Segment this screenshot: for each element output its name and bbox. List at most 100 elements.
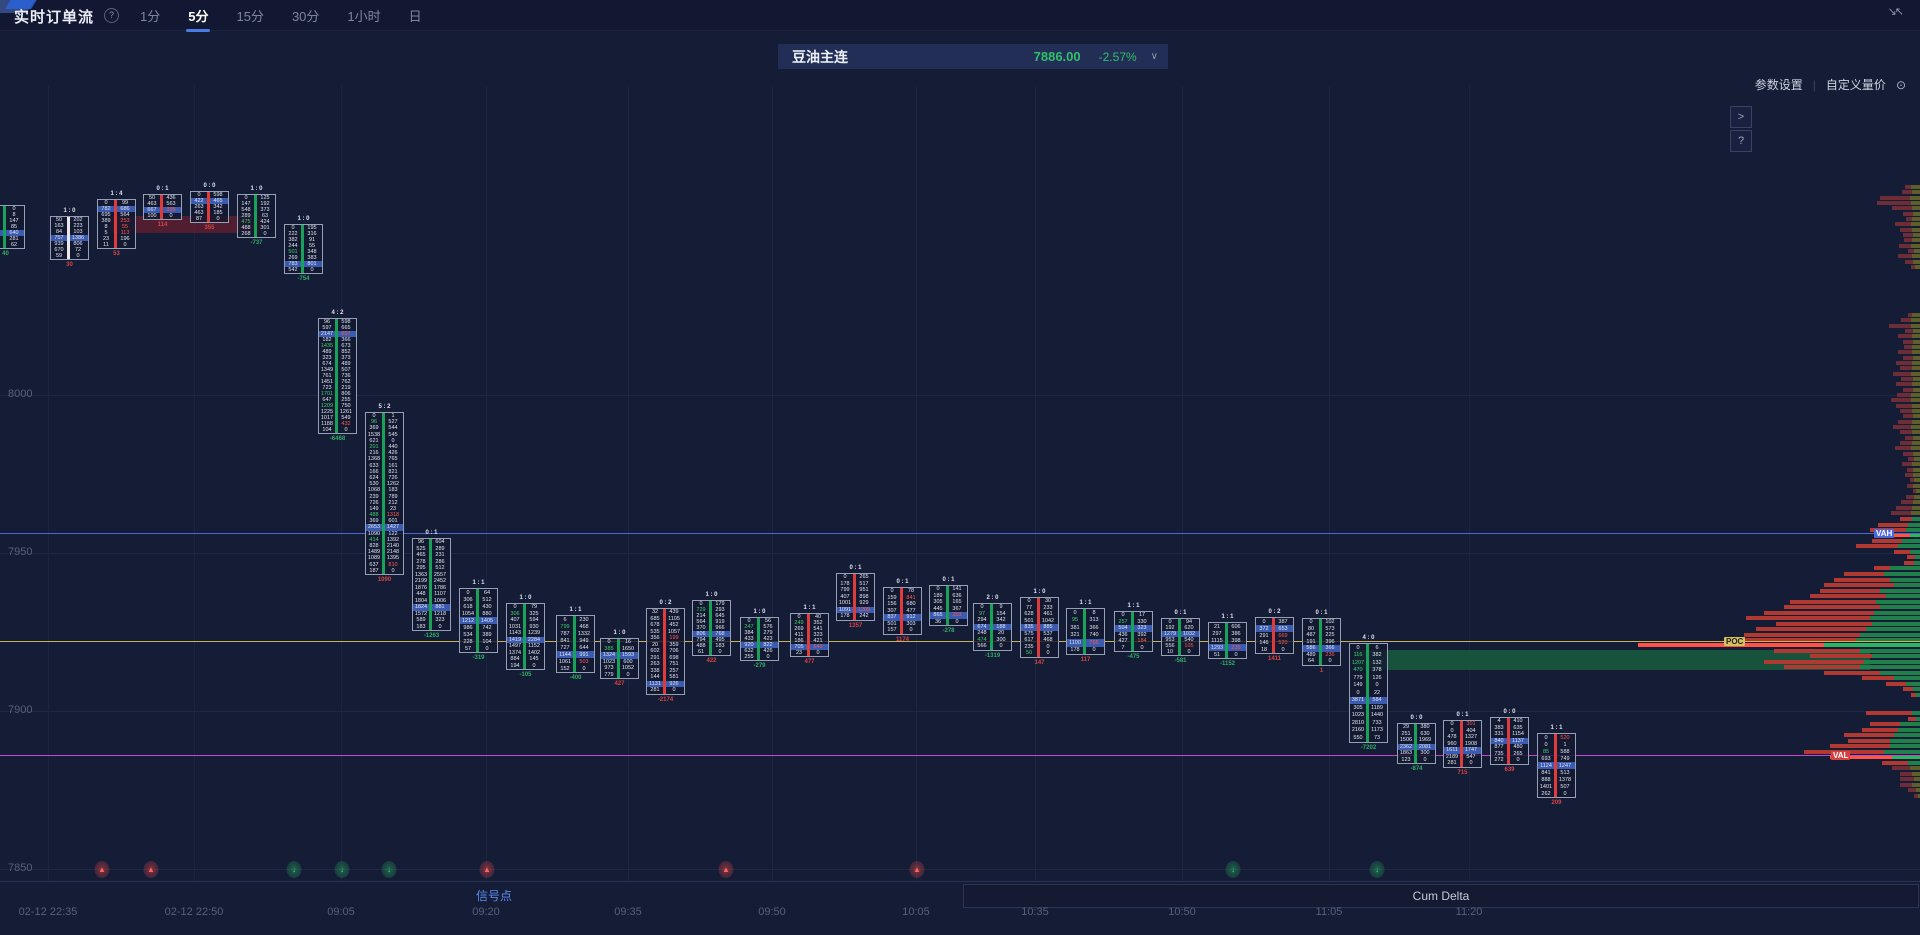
signal-pane-label[interactable]: 信号点 xyxy=(475,889,513,903)
volume-profile-row xyxy=(1891,511,1920,515)
ask-volume: 1032 xyxy=(1182,631,1196,637)
price-row: 96 598 xyxy=(319,319,356,325)
price-row: 369 601 xyxy=(366,518,403,525)
price-row: 166 821 xyxy=(366,468,403,475)
cum-delta-pane[interactable]: Cum Delta xyxy=(963,884,1919,908)
ask-volume: 352 xyxy=(813,620,823,626)
price-row: 189 636 xyxy=(930,592,967,599)
cluster-ratio: 1 : 0 xyxy=(613,630,626,636)
volume-profile-row xyxy=(1862,728,1920,732)
candle-body xyxy=(1178,619,1181,625)
chevron-down-icon[interactable]: ∨ xyxy=(1150,51,1158,62)
instrument-change: -2.57% xyxy=(1098,49,1137,64)
val-line[interactable] xyxy=(0,755,1920,756)
price-row: 478 1327 xyxy=(1444,734,1481,741)
expand-panel-button[interactable]: > xyxy=(1730,106,1752,128)
ask-volume: 366 xyxy=(1089,624,1099,631)
settings-button[interactable]: 参数设置 xyxy=(1754,78,1803,92)
profile-sell-bar xyxy=(1898,420,1912,424)
price-row: 1017 549 xyxy=(319,415,356,421)
price-row: 389 253 xyxy=(98,218,135,224)
profile-buy-bar xyxy=(1906,528,1920,532)
bid-volume: 51 xyxy=(1213,651,1221,658)
price-row: 269 541 xyxy=(791,626,828,632)
ask-volume: 383 xyxy=(307,255,317,261)
candle-body xyxy=(1366,696,1369,704)
candle-body xyxy=(853,593,856,600)
bid-volume: 806 xyxy=(696,631,706,637)
profile-buy-bar xyxy=(1912,420,1920,424)
candle-body xyxy=(1083,609,1086,617)
cluster-delta: -1152 xyxy=(1219,661,1235,667)
tab-1min[interactable]: 1分 xyxy=(140,8,161,24)
volume-profile-row xyxy=(1901,500,1920,504)
bid-volume: 192 xyxy=(1165,625,1175,631)
profile-sell-bar xyxy=(1820,589,1880,593)
tab-15min[interactable]: 15分 xyxy=(236,8,264,24)
price-row: 178 0 xyxy=(1067,646,1104,654)
volume-profile-row xyxy=(1744,633,1920,637)
instrument-selector[interactable]: 豆油主连 7886.00 -2.57% ∨ xyxy=(778,44,1168,69)
bid-volume: 331 xyxy=(1494,731,1504,738)
help-icon[interactable]: ? xyxy=(104,8,119,23)
ask-volume: 1327 xyxy=(1464,734,1478,741)
ask-volume: 507 xyxy=(341,367,351,373)
price-row: 268 0 xyxy=(238,231,275,237)
candle-body xyxy=(900,601,903,608)
profile-buy-bar xyxy=(1913,356,1920,360)
profile-buy-bar xyxy=(1914,561,1920,565)
vah-line[interactable] xyxy=(0,533,1920,534)
collapse-icon[interactable]: ↘↖ xyxy=(1887,6,1905,18)
price-row: 1451 762 xyxy=(319,379,356,385)
ask-volume: 822 xyxy=(763,642,773,648)
ask-volume: 669 xyxy=(1278,632,1288,639)
ask-volume: 154 xyxy=(996,610,1006,617)
bid-volume: 693 xyxy=(1541,755,1551,762)
bid-volume: 0 xyxy=(1168,619,1172,625)
profile-buy-bar xyxy=(1898,544,1920,548)
price-row: 888 1378 xyxy=(1538,776,1575,783)
price-row: 960 1908 xyxy=(1444,740,1481,747)
ask-volume: 576 xyxy=(763,624,773,630)
time-label: 02-12 22:35 xyxy=(18,906,78,918)
ask-volume: 0 xyxy=(1234,651,1238,658)
candle-body xyxy=(853,606,856,613)
footprint-cluster-11: 1 : 1 0 64 306 512 618 430 1054 880 1212 1405 986 74… xyxy=(459,580,498,661)
candle-body xyxy=(617,645,620,652)
profile-sell-bar xyxy=(1900,777,1914,781)
bid-volume: 281 xyxy=(1447,760,1457,767)
toolbar-divider: | xyxy=(1812,77,1816,92)
v-gridline xyxy=(628,86,629,881)
custom-volume-price-button[interactable]: 自定义量价 xyxy=(1825,78,1886,92)
tab-1hour[interactable]: 1小时 xyxy=(347,8,381,24)
profile-buy-bar xyxy=(1911,372,1920,376)
panel-help-button[interactable]: ? xyxy=(1730,130,1752,152)
ask-volume: 1969 xyxy=(1418,737,1432,744)
ask-volume: 398 xyxy=(1231,637,1241,644)
ask-volume: 680 xyxy=(906,601,916,608)
candle-body xyxy=(254,225,257,231)
cluster-ratio: 1 : 0 xyxy=(63,208,76,214)
target-icon[interactable]: ⊙ xyxy=(1895,77,1906,92)
bid-volume: 187 xyxy=(369,567,379,574)
cluster-ratio: 5 : 2 xyxy=(378,404,391,410)
volume-profile-row xyxy=(1872,539,1920,543)
tab-30min[interactable]: 30分 xyxy=(291,8,320,24)
poc-line[interactable] xyxy=(0,641,1920,642)
profile-sell-bar xyxy=(1900,366,1912,370)
cluster-ratio: 0 : 1 xyxy=(896,579,909,585)
tab-5min[interactable]: 5分 xyxy=(186,2,211,32)
volume-profile-row xyxy=(1895,222,1920,226)
profile-buy-bar xyxy=(1912,783,1920,787)
ask-volume: 1218 xyxy=(433,610,447,617)
price-row: 29 380 xyxy=(1398,724,1435,731)
price-row: 729 293 xyxy=(693,607,730,613)
candle-body xyxy=(382,474,385,482)
price-row: 0 64 xyxy=(460,589,497,596)
price-row: 489 236 xyxy=(1303,651,1340,658)
tab-day[interactable]: 日 xyxy=(408,8,422,24)
volume-profile-row xyxy=(1908,249,1920,253)
ask-volume: 644 xyxy=(579,644,589,651)
candle-body xyxy=(67,223,70,229)
ask-volume: 94 xyxy=(1185,619,1193,625)
